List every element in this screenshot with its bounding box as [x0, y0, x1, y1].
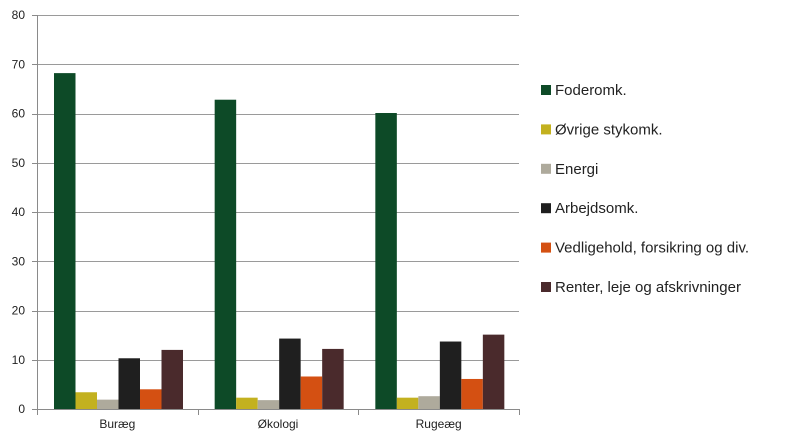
bar: [140, 389, 162, 409]
bar: [54, 73, 76, 410]
legend-swatch: [541, 163, 551, 174]
x-tick-label: Rugeæg: [416, 417, 462, 431]
bar: [418, 396, 440, 409]
legend-label: Renter, leje og afskrivninger: [555, 279, 741, 296]
bar: [439, 341, 462, 409]
y-tick-label: 70: [12, 57, 26, 71]
gridlines: [32, 15, 519, 410]
y-tick-label: 60: [12, 107, 26, 121]
bar: [161, 349, 183, 409]
bar: [279, 338, 301, 409]
bar: [236, 397, 258, 409]
legend-label: Energi: [555, 161, 598, 178]
legend-swatch: [541, 282, 551, 292]
bar: [375, 113, 397, 409]
bar: [482, 334, 505, 409]
legend-swatch: [541, 85, 551, 95]
y-tick-label: 50: [12, 156, 26, 170]
y-tick-label: 0: [18, 402, 25, 416]
legend-swatch: [541, 203, 551, 214]
bar: [257, 400, 280, 409]
bar: [396, 397, 419, 409]
bar: [75, 392, 97, 409]
axes: [37, 15, 520, 415]
bar: [118, 358, 140, 409]
legend: Foderomk. Øvrige stykomk. Energi Arbejdsomk…: [541, 82, 749, 296]
bar: [461, 378, 483, 409]
x-tick-label: Økologi: [258, 417, 299, 431]
legend-label: Arbejdsomk.: [555, 200, 638, 217]
bar: [322, 348, 344, 409]
y-tick-label: 40: [12, 205, 26, 219]
x-tick-label: Buræg: [99, 417, 135, 431]
legend-label: Øvrige stykomk.: [555, 121, 663, 138]
legend-swatch: [541, 124, 551, 135]
y-tick-label: 20: [12, 304, 26, 318]
legend-swatch: [541, 242, 551, 253]
bar: [300, 376, 323, 409]
x-tick-labels: Buræg Økologi Rugeæg: [99, 417, 461, 431]
bars: [54, 73, 505, 410]
y-tick-label: 10: [12, 353, 26, 367]
y-tick-label: 30: [12, 254, 26, 268]
legend-label: Vedligehold, forsikring og div.: [555, 240, 749, 257]
bar: [97, 399, 119, 409]
legend-label: Foderomk.: [555, 82, 627, 99]
y-tick-labels: 0 10 20 30 40 50 60 70 80: [12, 8, 26, 416]
bar: [214, 99, 237, 410]
y-tick-label: 80: [12, 8, 26, 22]
